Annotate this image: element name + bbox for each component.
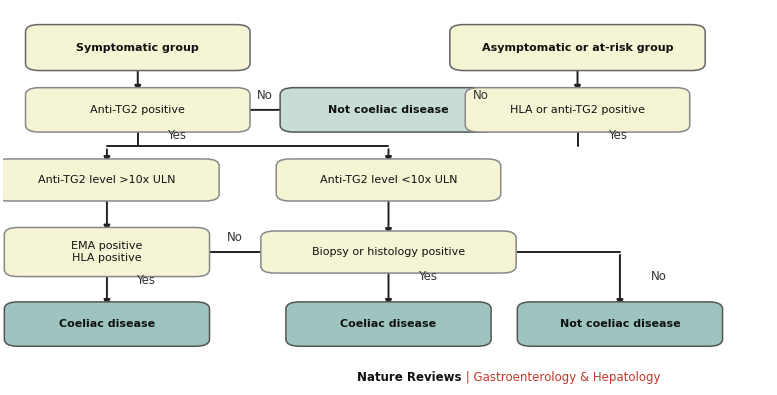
Text: Anti-TG2 level >10x ULN: Anti-TG2 level >10x ULN	[38, 175, 176, 185]
Text: Nature Reviews: Nature Reviews	[357, 371, 462, 384]
Text: Anti-TG2 level <10x ULN: Anti-TG2 level <10x ULN	[320, 175, 457, 185]
Text: Coeliac disease: Coeliac disease	[59, 319, 155, 329]
Text: EMA positive
HLA positive: EMA positive HLA positive	[71, 241, 143, 263]
FancyBboxPatch shape	[517, 302, 723, 346]
FancyBboxPatch shape	[450, 24, 706, 71]
Text: No: No	[257, 88, 273, 102]
FancyBboxPatch shape	[5, 302, 210, 346]
Text: Anti-TG2 positive: Anti-TG2 positive	[90, 105, 185, 115]
Text: Yes: Yes	[418, 271, 437, 284]
FancyBboxPatch shape	[280, 88, 497, 132]
Text: Not coeliac disease: Not coeliac disease	[328, 105, 449, 115]
FancyBboxPatch shape	[0, 159, 219, 201]
Text: No: No	[473, 88, 489, 102]
FancyBboxPatch shape	[277, 159, 500, 201]
Text: Yes: Yes	[136, 274, 155, 287]
Text: | Gastroenterology & Hepatology: | Gastroenterology & Hepatology	[462, 371, 660, 384]
Text: No: No	[227, 231, 243, 244]
FancyBboxPatch shape	[465, 88, 690, 132]
FancyBboxPatch shape	[26, 88, 250, 132]
Text: No: No	[651, 270, 667, 283]
Text: Coeliac disease: Coeliac disease	[340, 319, 437, 329]
Text: HLA or anti-TG2 positive: HLA or anti-TG2 positive	[510, 105, 645, 115]
FancyBboxPatch shape	[286, 302, 491, 346]
Text: Yes: Yes	[608, 130, 627, 143]
Text: Not coeliac disease: Not coeliac disease	[559, 319, 680, 329]
Text: Yes: Yes	[167, 130, 186, 143]
Text: Symptomatic group: Symptomatic group	[76, 43, 199, 53]
FancyBboxPatch shape	[26, 24, 250, 71]
FancyBboxPatch shape	[261, 231, 516, 273]
Text: Biopsy or histology positive: Biopsy or histology positive	[312, 247, 465, 257]
Text: Asymptomatic or at-risk group: Asymptomatic or at-risk group	[482, 43, 673, 53]
FancyBboxPatch shape	[5, 228, 210, 276]
